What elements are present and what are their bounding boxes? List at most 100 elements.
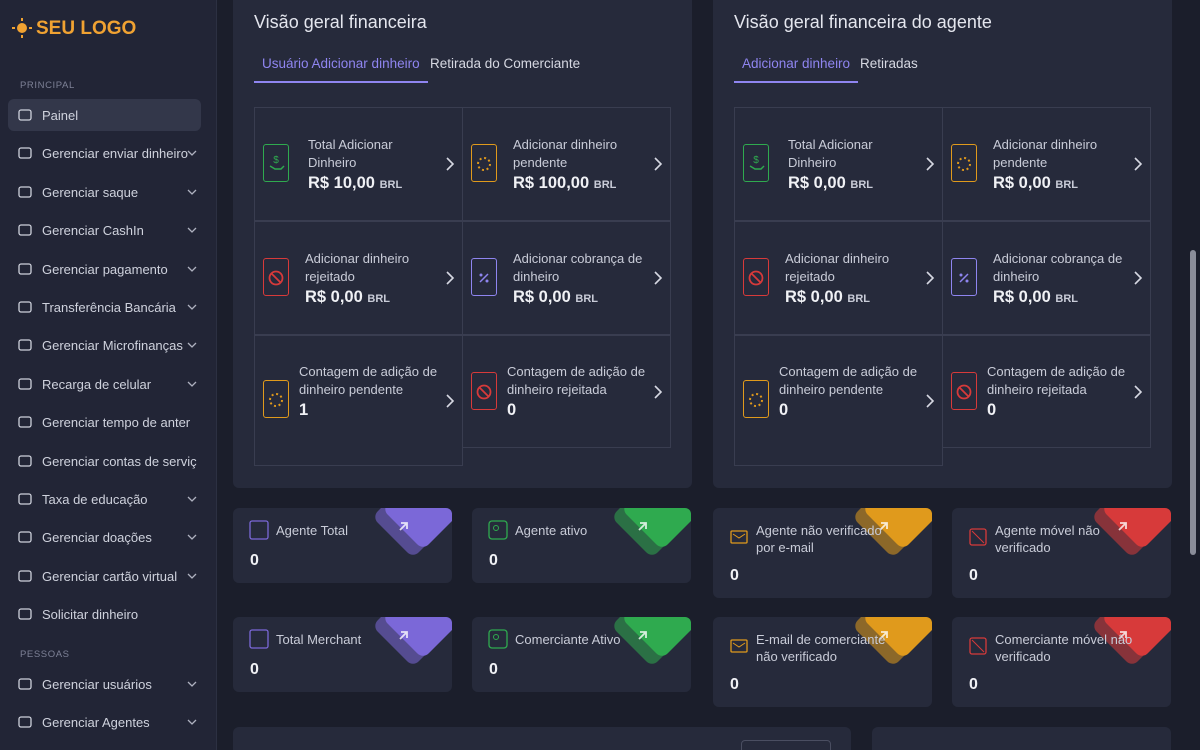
stat-tile[interactable]: E-mail de comerciante não verificado 0 [713, 617, 932, 707]
tab[interactable]: Usuário Adicionar dinheiro [254, 56, 428, 83]
stat-card[interactable]: Adicionar dinheiro rejeitado R$ 0,00 BRL [254, 221, 463, 335]
stat-card[interactable]: $ Total Adicionar Dinheiro R$ 0,00 BRL [734, 107, 943, 221]
scrollbar [1190, 250, 1196, 555]
tile-value: 0 [730, 567, 739, 584]
card-label: Adicionar cobrança de dinheiro [993, 251, 1123, 284]
currency: BRL [379, 179, 403, 191]
nav-item[interactable]: Gerenciar usuários [8, 668, 201, 700]
chevron [654, 384, 663, 399]
tile-decoration [855, 508, 932, 555]
nav-label: Solicitar dinheiro [42, 607, 139, 623]
nav-icon [18, 608, 32, 620]
currency: BRL [847, 293, 870, 305]
tab[interactable]: Adicionar dinheiro [734, 56, 859, 83]
panel [233, 727, 851, 750]
card-label: Adicionar cobrança de dinheiro [513, 251, 643, 284]
card-value: R$ 0,00 BRL [993, 288, 1078, 307]
chevron [926, 157, 935, 171]
stat-card[interactable]: $ Total Adicionar Dinheiro R$ 10,00 BRL [254, 107, 463, 221]
stat-tile[interactable]: Agente ativo 0 [472, 508, 691, 583]
nav-item[interactable]: Gerenciar contas de serviç [8, 445, 201, 477]
nav-item[interactable]: Transferência Bancária [8, 291, 201, 323]
nav-icon [18, 677, 32, 690]
nav-label: Gerenciar contas de serviç [42, 453, 197, 469]
chevron [1134, 271, 1143, 285]
nav-item[interactable]: Gerenciar Agentes [8, 706, 201, 738]
nav-item[interactable]: Solicitar dinheiro [8, 598, 201, 630]
tile-icon [969, 637, 987, 655]
tab[interactable]: Retiradas [860, 56, 918, 71]
amount: R$ 100,00 [513, 174, 590, 192]
nav-icon [18, 493, 32, 505]
count: 1 [299, 401, 309, 419]
card-value: 0 [779, 401, 788, 420]
stat-card[interactable]: Adicionar dinheiro pendente R$ 100,00 BRL [462, 107, 671, 221]
tile-label: Total Merchant [276, 632, 362, 647]
count: 0 [507, 401, 517, 419]
nav-icon [18, 454, 32, 467]
nav-item[interactable]: Gerenciar CashIn [8, 214, 201, 246]
nav-item[interactable]: Gerenciar cartão virtual [8, 560, 201, 592]
amount: R$ 0,00 [305, 288, 363, 306]
tile-label: Agente ativo [515, 523, 588, 538]
card-label: Contagem de adição de dinheiro pendente [779, 364, 918, 397]
amount: R$ 0,00 [788, 174, 846, 192]
stat-card[interactable]: Adicionar dinheiro pendente R$ 0,00 BRL [942, 107, 1151, 221]
nav-item[interactable]: Gerenciar doações [8, 521, 201, 553]
nav-label: Gerenciar Agentes [42, 715, 150, 730]
card-value: 0 [987, 401, 996, 420]
button[interactable] [741, 740, 831, 750]
nav-item[interactable]: Painel [8, 99, 201, 131]
nav-item[interactable]: Gerenciar enviar dinheiro [8, 137, 201, 169]
tab[interactable]: Retirada do Comerciante [430, 56, 581, 71]
card-label: Contagem de adição de dinheiro rejeitada [987, 364, 1126, 397]
nav-label: Transferência Bancária [42, 300, 176, 315]
logo-text: SEU LOGO [36, 18, 137, 39]
nav-item[interactable]: Recarga de celular [8, 368, 201, 400]
stat-tile[interactable]: Comerciante Ativo 0 [472, 617, 691, 692]
currency: BRL [850, 179, 873, 191]
nav-icon [18, 339, 32, 352]
nav-item[interactable]: Gerenciar tempo de anter [8, 406, 201, 438]
nav-label: Taxa de educação [42, 492, 148, 507]
chevron [446, 157, 455, 171]
nav-label: Gerenciar usuários [42, 676, 152, 692]
card-icon [471, 144, 497, 182]
stat-tile[interactable]: Total Merchant 0 [233, 617, 452, 692]
stat-card[interactable]: Adicionar cobrança de dinheiro R$ 0,00 BR… [462, 221, 671, 335]
card-label: Total Adicionar Dinheiro [308, 137, 393, 170]
tile-decoration [1094, 508, 1171, 555]
stat-card[interactable]: Adicionar cobrança de dinheiro R$ 0,00 BR… [942, 221, 1151, 335]
card-value: R$ 100,00 BRL [513, 174, 616, 193]
stat-tile[interactable]: Agente não verificado por e-mail 0 [713, 508, 932, 598]
panel-title: Visão geral financeira do agente [734, 12, 992, 32]
nav-icon [18, 301, 32, 313]
nav-item[interactable]: Taxa de educação [8, 483, 201, 515]
card-icon [951, 144, 977, 182]
tile-label: Agente não verificado por e-mail [756, 523, 882, 555]
card-icon [263, 380, 289, 418]
tile-label: Agente Total [276, 523, 349, 538]
chevron [187, 227, 197, 234]
nav-item[interactable]: Gerenciar pagamento [8, 253, 201, 285]
tile-icon [969, 528, 987, 546]
stat-card[interactable]: Contagem de adição de dinheiro rejeitada… [462, 335, 671, 448]
stat-tile[interactable]: Agente móvel não verificado 0 [952, 508, 1171, 598]
stat-card[interactable]: Contagem de adição de dinheiro pendente 0 [734, 335, 943, 466]
card-value: R$ 0,00 BRL [785, 288, 870, 307]
card-label: Adicionar dinheiro rejeitado [305, 251, 410, 284]
stat-card[interactable]: Adicionar dinheiro rejeitado R$ 0,00 BRL [734, 221, 943, 335]
nav-item[interactable]: Gerenciar saque [8, 176, 201, 208]
nav-item[interactable]: Gerenciar Microfinanças [8, 329, 201, 361]
stat-card[interactable]: Contagem de adição de dinheiro rejeitada… [942, 335, 1151, 448]
chevron [654, 157, 663, 171]
tile-label: Comerciante móvel não verificado [995, 632, 1133, 664]
stat-card[interactable]: Contagem de adição de dinheiro pendente 1 [254, 335, 463, 466]
stat-tile[interactable]: Agente Total 0 [233, 508, 452, 583]
card-icon [263, 258, 289, 296]
nav-label: Gerenciar saque [42, 184, 139, 200]
card-icon [743, 380, 769, 418]
chevron [187, 719, 197, 725]
stat-tile[interactable]: Comerciante móvel não verificado 0 [952, 617, 1171, 707]
